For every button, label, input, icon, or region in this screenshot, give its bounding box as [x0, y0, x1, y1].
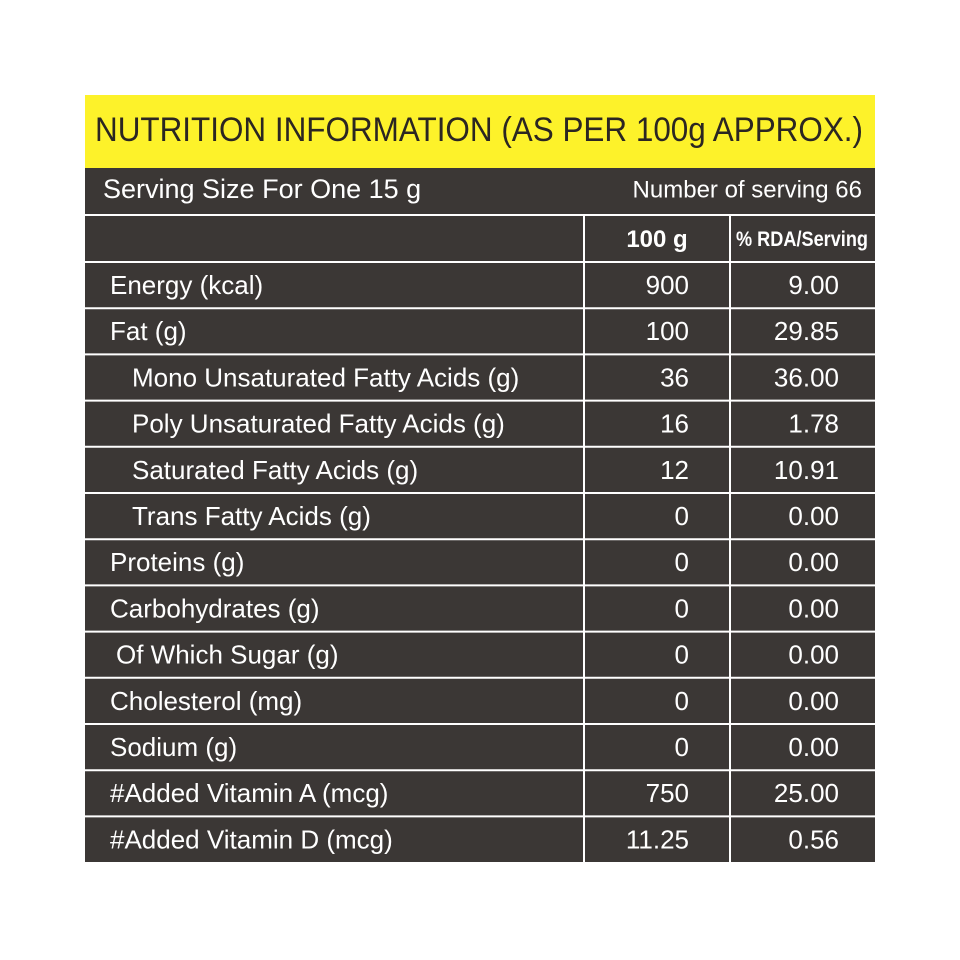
nutrient-name: Saturated Fatty Acids (g) — [132, 455, 418, 485]
title: NUTRITION INFORMATION (AS PER 100g APPRO… — [95, 111, 863, 149]
nutrient-name: Proteins (g) — [110, 547, 244, 577]
per-100g-value: 0 — [675, 547, 689, 577]
per-100g-value: 16 — [660, 409, 689, 439]
rda-value: 0.00 — [788, 501, 839, 531]
per-100g-value: 0 — [675, 640, 689, 670]
nutrient-name: Trans Fatty Acids (g) — [132, 501, 371, 531]
nutrient-name: Carbohydrates (g) — [110, 593, 320, 623]
per-100g-value: 900 — [646, 270, 689, 300]
rda-value: 0.00 — [788, 593, 839, 623]
nutrient-name: #Added Vitamin D (mcg) — [110, 824, 393, 854]
nutrient-name: Fat (g) — [110, 316, 187, 346]
nutrient-name: #Added Vitamin A (mcg) — [110, 778, 388, 808]
title-band — [85, 95, 875, 168]
per-100g-value: 11.25 — [626, 824, 689, 854]
per-100g-value: 0 — [675, 501, 689, 531]
per-100g-value: 0 — [675, 732, 689, 762]
rda-value: 0.00 — [788, 547, 839, 577]
per-100g-value: 36 — [660, 362, 689, 392]
column-header: % RDA/Serving — [736, 228, 868, 251]
rda-value: 10.91 — [774, 455, 839, 485]
serving-count: Number of serving 66 — [633, 176, 862, 203]
per-100g-value: 100 — [646, 316, 689, 346]
serving-size: Serving Size For One 15 g — [103, 174, 421, 204]
grid — [85, 214, 875, 862]
column-header: 100 g — [626, 226, 687, 253]
rda-value: 29.85 — [774, 316, 839, 346]
rda-value: 25.00 — [774, 778, 839, 808]
nutrient-name: Cholesterol (mg) — [110, 686, 302, 716]
rda-value: 0.00 — [788, 732, 839, 762]
nutrient-name: Of Which Sugar (g) — [116, 640, 339, 670]
nutrient-name: Mono Unsaturated Fatty Acids (g) — [132, 362, 519, 392]
per-100g-value: 0 — [675, 686, 689, 716]
rda-value: 1.78 — [788, 409, 839, 439]
per-100g-value: 0 — [675, 593, 689, 623]
nutrient-name: Energy (kcal) — [110, 270, 263, 300]
nutrient-name: Poly Unsaturated Fatty Acids (g) — [132, 409, 505, 439]
nutrient-name: Sodium (g) — [110, 732, 237, 762]
rda-value: 36.00 — [774, 362, 839, 392]
rda-value: 0.00 — [788, 686, 839, 716]
rda-value: 0.56 — [788, 824, 839, 854]
rda-value: 9.00 — [788, 270, 839, 300]
per-100g-value: 12 — [660, 455, 689, 485]
rda-value: 0.00 — [788, 640, 839, 670]
per-100g-value: 750 — [646, 778, 689, 808]
table-background — [85, 168, 875, 862]
